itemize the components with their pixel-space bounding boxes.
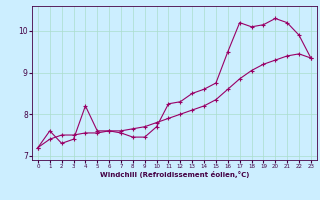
X-axis label: Windchill (Refroidissement éolien,°C): Windchill (Refroidissement éolien,°C) — [100, 171, 249, 178]
